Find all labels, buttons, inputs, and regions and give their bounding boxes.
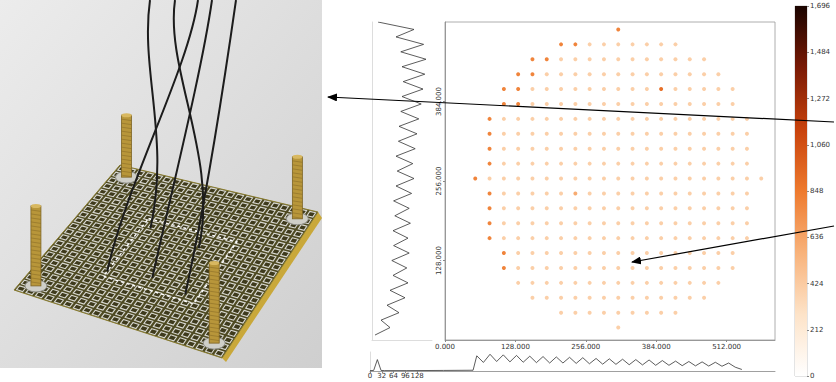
svg-text:256.000: 256.000	[571, 343, 600, 351]
svg-text:636: 636	[810, 233, 824, 241]
svg-text:128.000: 128.000	[435, 246, 443, 275]
svg-text:848: 848	[810, 187, 823, 195]
svg-text:96: 96	[401, 372, 410, 380]
svg-text:128: 128	[410, 372, 423, 380]
svg-text:1,060: 1,060	[810, 141, 830, 149]
svg-text:0.000: 0.000	[435, 343, 455, 351]
svg-text:1,484: 1,484	[810, 48, 831, 56]
svg-text:0: 0	[368, 372, 372, 380]
svg-text:424: 424	[810, 280, 824, 288]
svg-text:1,272: 1,272	[810, 95, 830, 103]
svg-text:384.000: 384.000	[435, 87, 443, 116]
svg-text:256.000: 256.000	[435, 167, 443, 196]
svg-text:1,696: 1,696	[810, 2, 831, 10]
svg-text:64: 64	[389, 372, 398, 380]
svg-text:384.000: 384.000	[642, 343, 671, 351]
svg-text:128.000: 128.000	[501, 343, 530, 351]
svg-text:512.000: 512.000	[712, 343, 741, 351]
svg-text:212: 212	[810, 326, 823, 334]
svg-text:0: 0	[810, 372, 814, 380]
svg-text:32: 32	[377, 372, 386, 380]
